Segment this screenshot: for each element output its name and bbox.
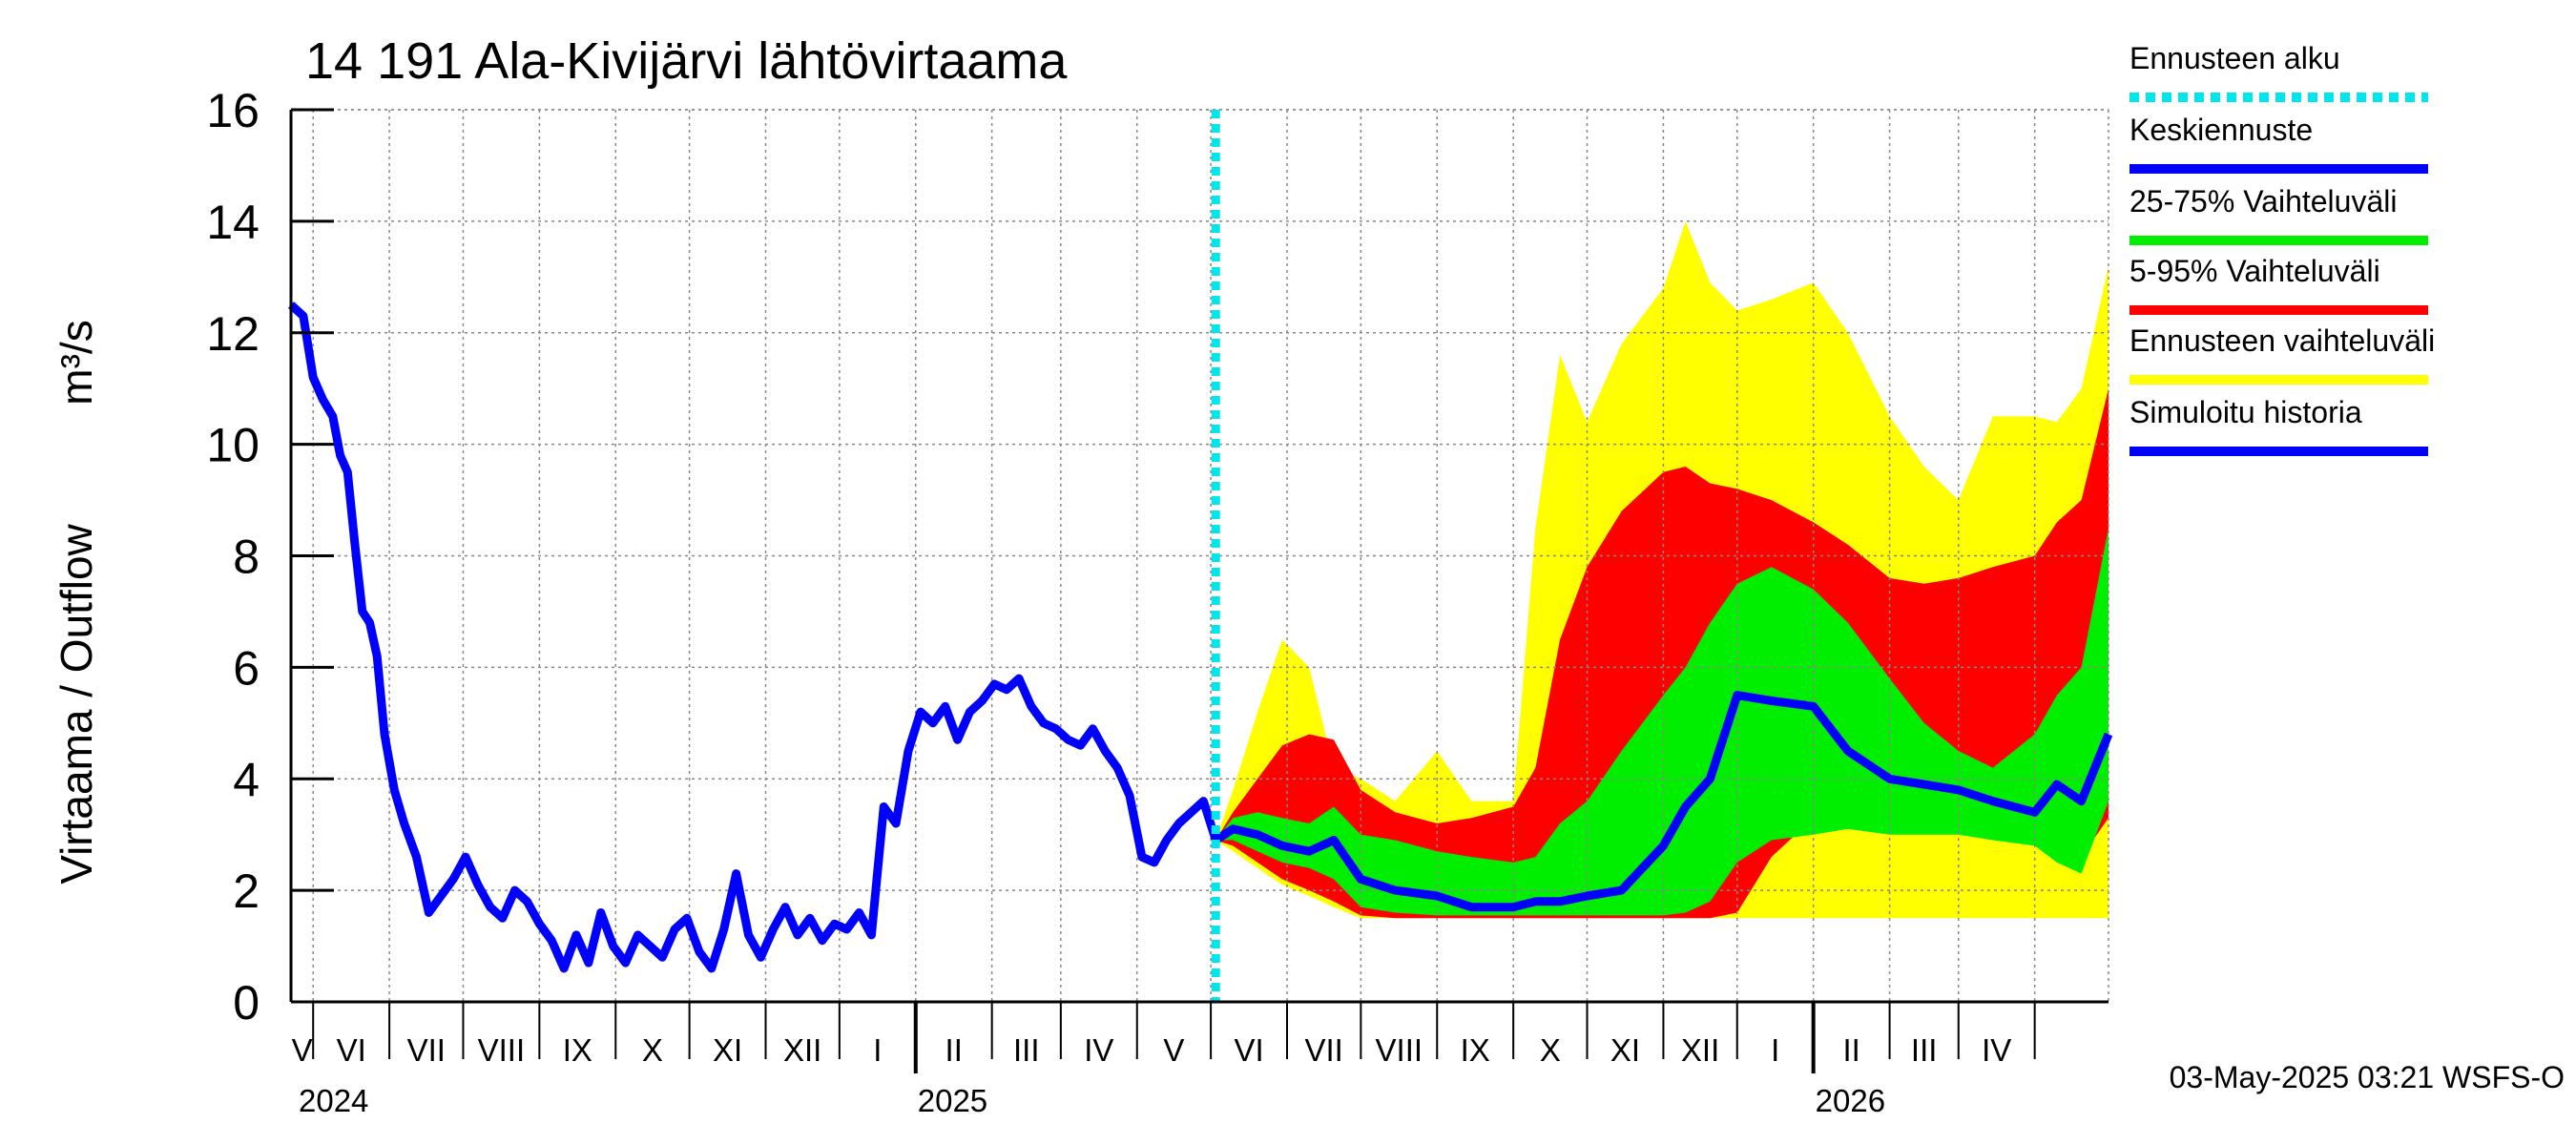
month-label: II [1842,1032,1859,1068]
month-label: VIII [478,1032,526,1068]
x-ticks: V VI VII VIII IX X XI XII I II III IV V VI VII VIII IX X X… [292,1002,2036,1118]
history-line [287,302,1220,973]
legend-label: Ennusteen vaihteluväli [2129,323,2435,358]
series-lines [287,110,2113,1002]
y-ticks: 0 2 4 6 8 10 12 14 16 [206,84,334,1030]
month-label: IV [1084,1032,1113,1068]
year-label: 2024 [299,1083,368,1118]
month-label: X [642,1032,663,1068]
month-label: VII [407,1032,446,1068]
y-tick-label: 4 [233,753,260,806]
y-tick-label: 16 [206,84,260,137]
month-label: I [1771,1032,1779,1068]
month-label: XI [713,1032,742,1068]
month-label: III [1013,1032,1040,1068]
chart-title: 14 191 Ala-Kivijärvi lähtövirtaama [305,32,1068,90]
y-tick-label: 0 [233,976,260,1030]
y-tick-label: 6 [233,641,260,695]
month-label: VI [337,1032,366,1068]
y-axis-unit: m³/s [52,320,101,405]
y-tick-label: 14 [206,196,260,249]
month-label: IV [1982,1032,2011,1068]
grid-lines [291,109,2109,1002]
year-label: 2025 [918,1083,987,1118]
legend-label: Simuloitu historia [2129,395,2362,429]
y-tick-label: 10 [206,419,260,472]
month-label: XI [1610,1032,1640,1068]
forecast-bands [1215,220,2109,919]
band-25-75 [1215,528,2109,916]
legend-label: Ennusteen alku [2129,41,2340,75]
legend-label: 25-75% Vaihteluväli [2129,184,2397,219]
y-tick-label: 12 [206,307,260,361]
y-axis-label: Virtaama / Outflow [52,523,101,884]
y-tick-label: 8 [233,531,260,584]
month-label: VI [1234,1032,1263,1068]
month-label: I [873,1032,882,1068]
month-label: V [1163,1032,1184,1068]
month-label: VIII [1376,1032,1423,1068]
month-label: VII [1304,1032,1342,1068]
legend-label: 5-95% Vaihteluväli [2129,254,2380,288]
month-label: V [292,1032,313,1068]
footer-timestamp: 03-May-2025 03:21 WSFS-O [2170,1060,2565,1094]
month-label: XII [783,1032,821,1068]
month-label: X [1540,1032,1561,1068]
y-tick-label: 2 [233,864,260,918]
year-label: 2026 [1816,1083,1885,1118]
month-label: III [1911,1032,1938,1068]
legend-label: Keskiennuste [2129,113,2313,147]
month-label: II [945,1032,963,1068]
month-label: XII [1681,1032,1719,1068]
mean-forecast-line [1213,691,2113,912]
legend: Ennusteen alku Keskiennuste 25-75% Vaihtel… [2129,41,2435,456]
month-label: IX [1461,1032,1490,1068]
month-label: IX [563,1032,592,1068]
